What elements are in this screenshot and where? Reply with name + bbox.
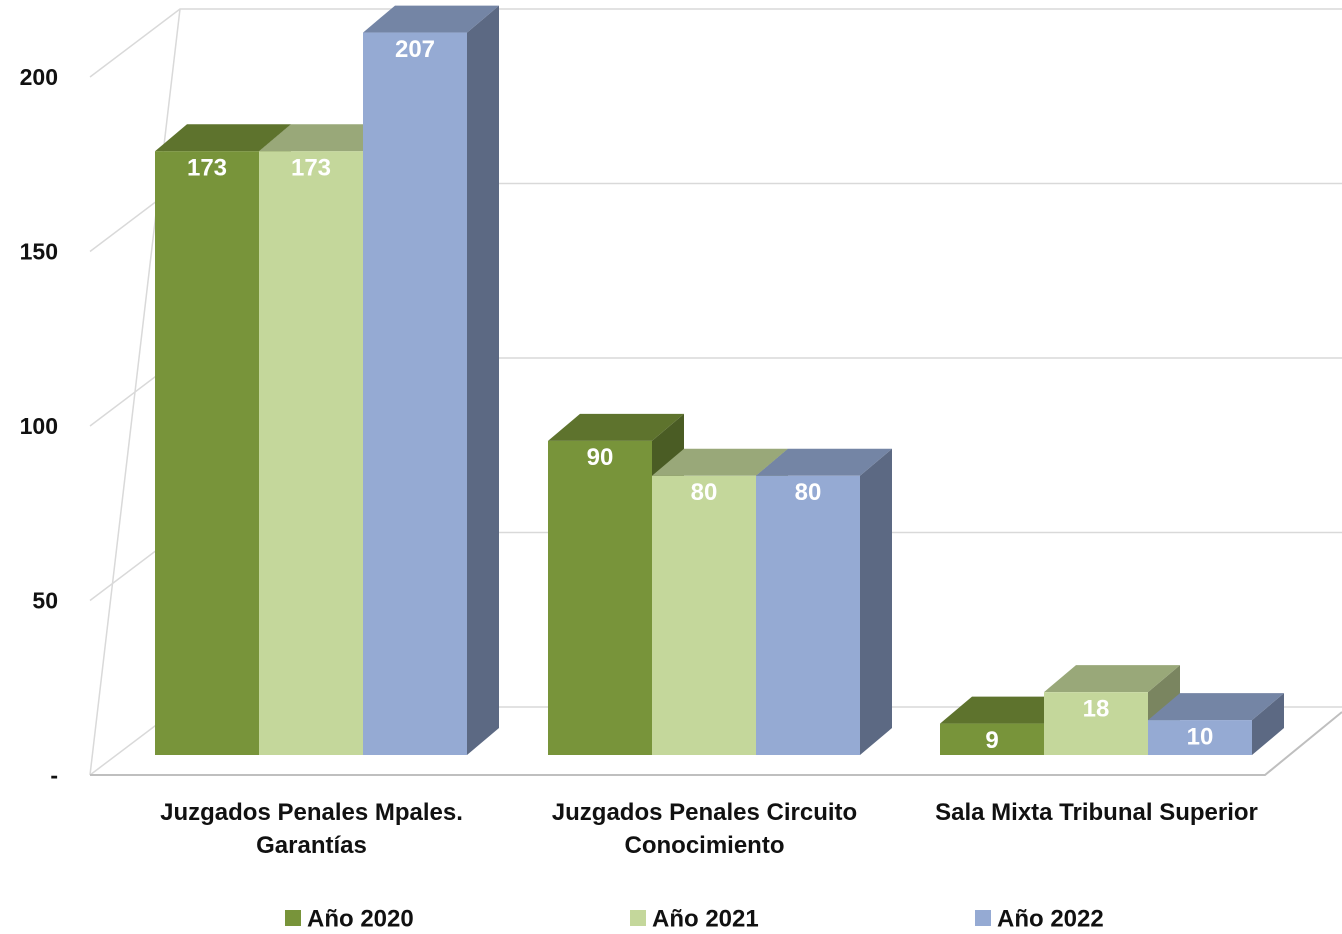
bar — [756, 475, 860, 755]
bar-side — [1252, 693, 1284, 755]
bar-top — [756, 448, 892, 476]
grid-line — [89, 8, 1342, 78]
value-label: 10 — [1187, 723, 1214, 750]
bar — [652, 475, 756, 755]
value-label: 80 — [691, 479, 718, 506]
bar-top — [1148, 693, 1284, 721]
bar — [1044, 692, 1148, 755]
bar-top — [1044, 665, 1180, 693]
y-tick-label: 150 — [20, 239, 58, 265]
bar — [548, 440, 652, 755]
x-tick-label: Juzgados Penales Mpales. Garantías — [160, 799, 463, 859]
bar-top — [155, 124, 291, 152]
value-label: 9 — [985, 727, 998, 754]
y-tick-label: 200 — [20, 64, 58, 90]
bar-top — [548, 413, 684, 441]
bar — [259, 151, 363, 756]
x-tick-label: Juzgados Penales Circuito Conocimiento — [551, 799, 858, 859]
y-tick-label: 50 — [32, 588, 58, 614]
y-tick-label: - — [50, 762, 58, 788]
bar — [940, 723, 1044, 755]
bar-top — [363, 5, 499, 33]
legend-label: Año 2020 — [307, 905, 414, 932]
bar-top — [940, 696, 1076, 724]
legend-label: Año 2021 — [652, 905, 759, 932]
axis-line — [89, 8, 181, 776]
bar — [1148, 720, 1252, 755]
value-label: 173 — [187, 155, 227, 182]
bar-top — [652, 448, 788, 476]
bar-side — [860, 448, 892, 755]
legend-swatch — [630, 910, 646, 926]
value-label: 173 — [291, 155, 331, 182]
value-label: 207 — [395, 36, 435, 63]
bar — [155, 151, 259, 756]
value-label: 90 — [587, 444, 614, 471]
bar-side — [467, 5, 499, 755]
bar-top — [259, 124, 395, 152]
legend-swatch — [285, 910, 301, 926]
floor-line — [90, 711, 1342, 776]
value-label: 80 — [795, 479, 822, 506]
legend-label: Año 2022 — [997, 905, 1104, 932]
value-label: 18 — [1083, 696, 1110, 723]
y-tick-label: 100 — [20, 413, 58, 439]
x-tick-label: Sala Mixta Tribunal Superior — [935, 799, 1258, 826]
bar — [363, 32, 467, 755]
legend-swatch — [975, 910, 991, 926]
